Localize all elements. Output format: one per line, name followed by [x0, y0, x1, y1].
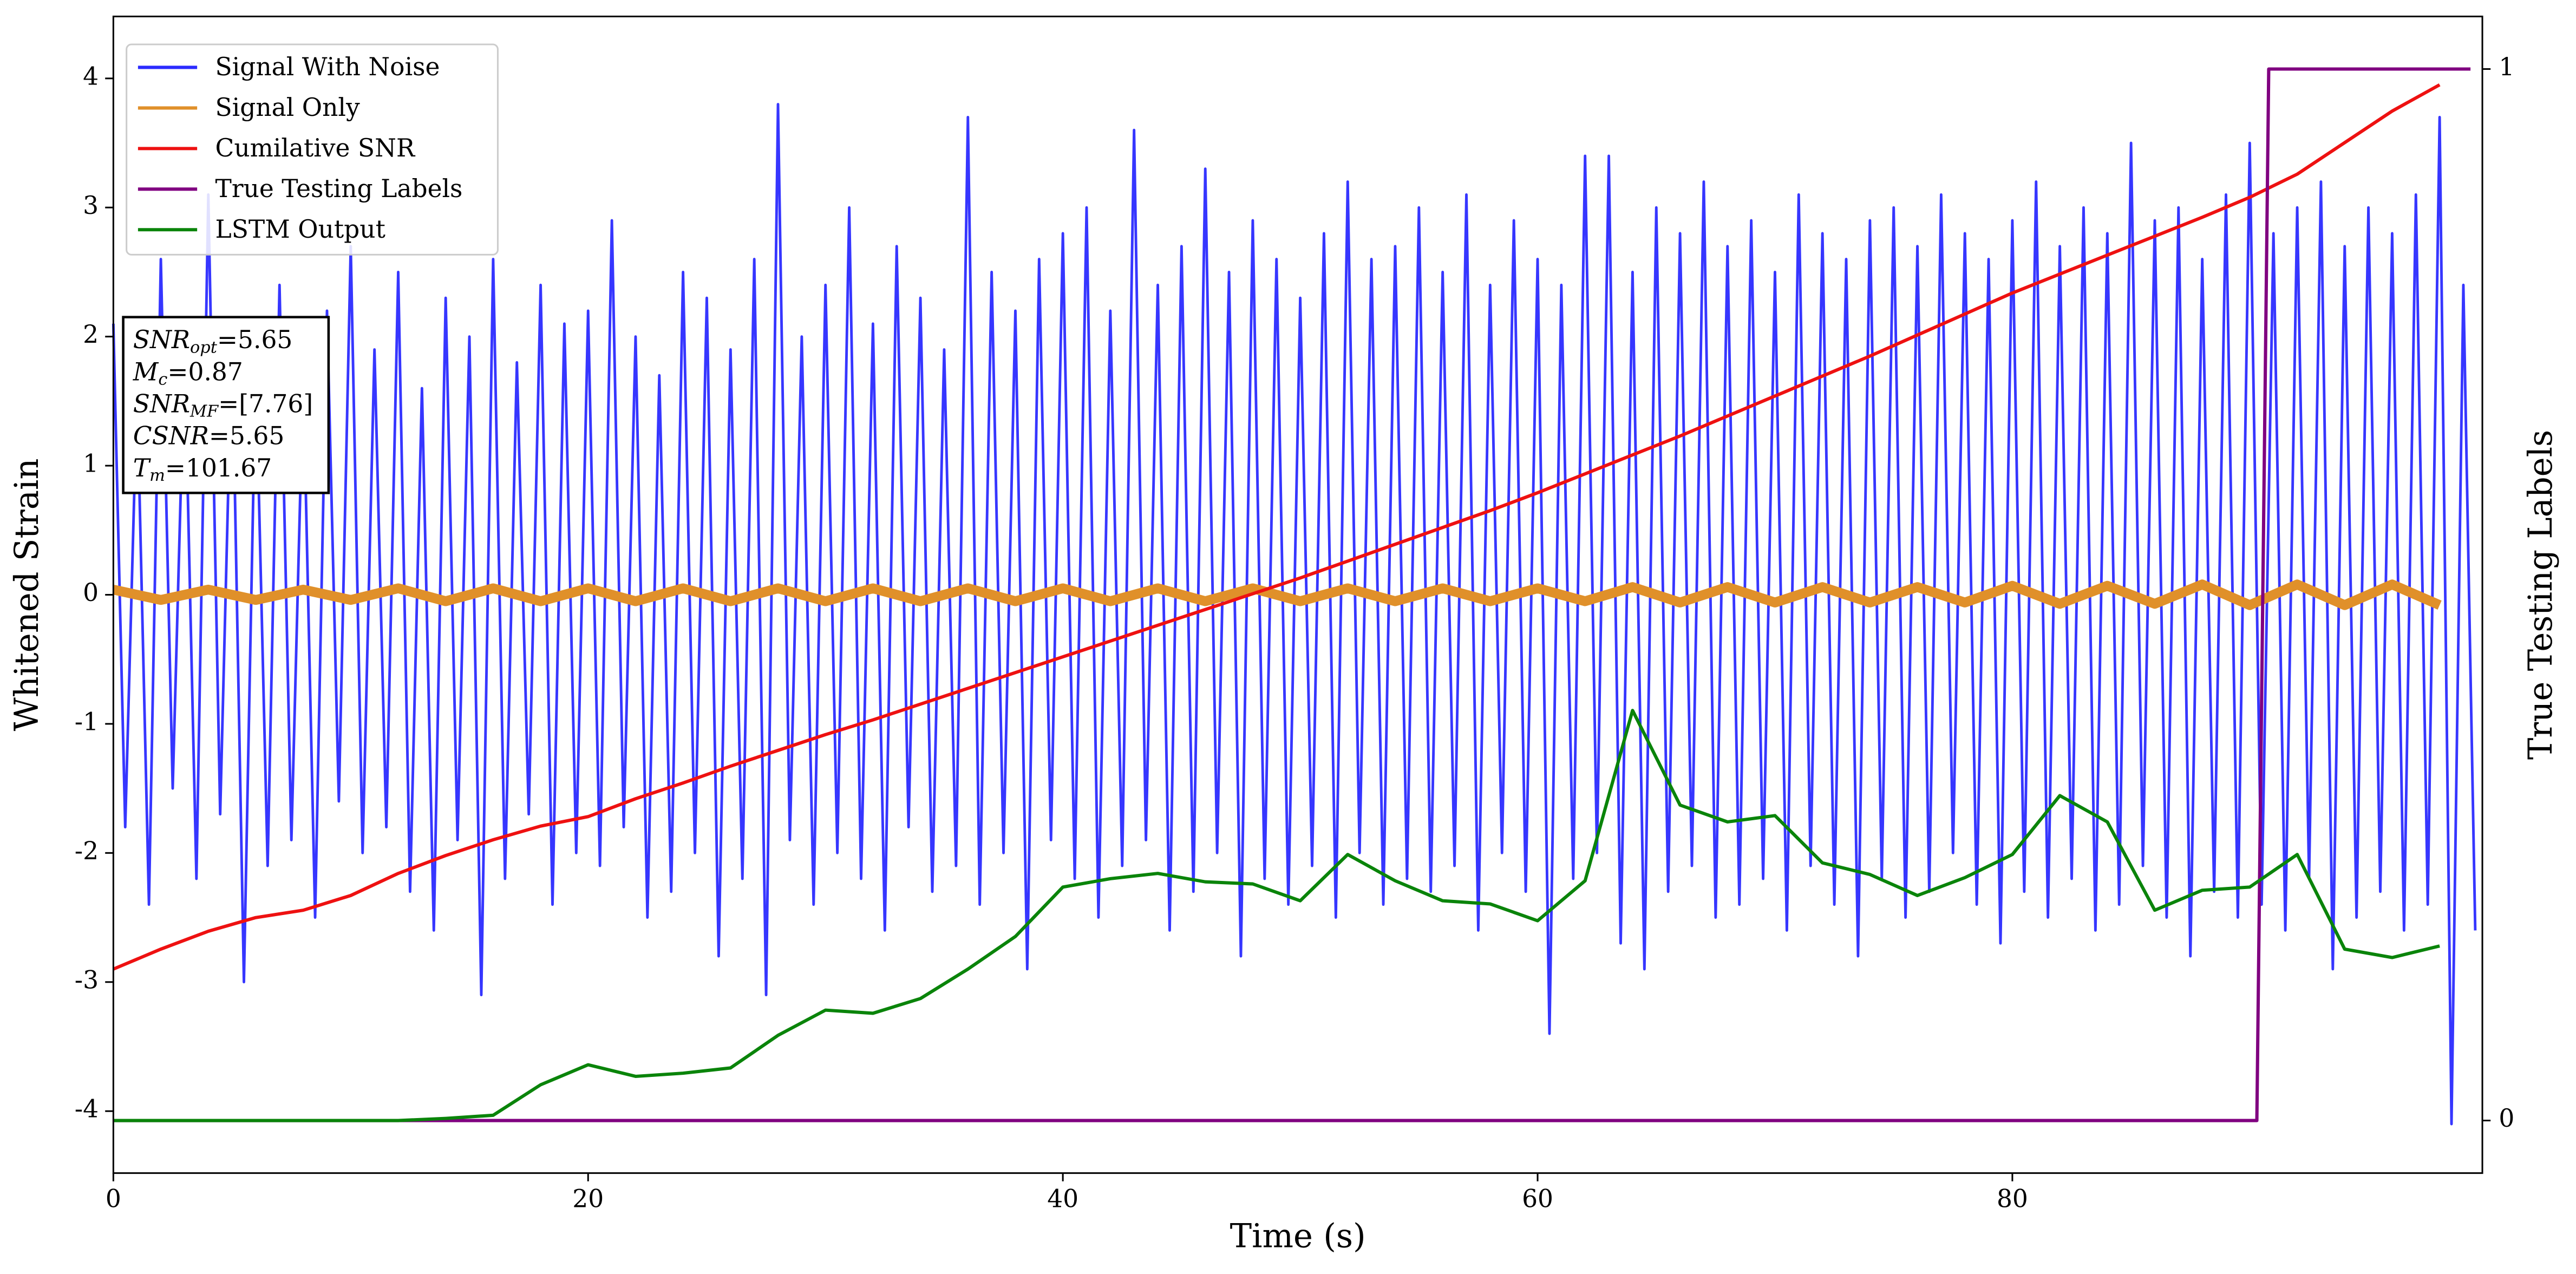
annotation-value: =0.87	[167, 357, 243, 386]
plot-area	[112, 67, 2477, 1126]
x-tick-label: 40	[1047, 1185, 1078, 1213]
y-tick-label: 0	[83, 578, 99, 607]
annotation-value: =5.65	[217, 325, 292, 354]
series-line	[113, 709, 2440, 1122]
x-tick-label: 20	[572, 1185, 604, 1213]
annotation-sub: opt	[190, 338, 218, 357]
annotation-base: M	[133, 357, 159, 386]
x-axis-label: Time (s)	[1230, 1218, 1366, 1256]
legend-label: Signal With Noise	[215, 53, 440, 81]
annotation-line: Mc=0.87	[133, 357, 243, 389]
annotation-base: CSNR	[133, 421, 209, 450]
annotation-base: T	[133, 453, 152, 482]
y-tick-label: 2	[83, 320, 99, 349]
series-line	[112, 103, 2477, 1126]
annotation-line: Tm=101.67	[133, 453, 272, 485]
y-tick-label: -1	[75, 707, 99, 736]
y-tick-label: -3	[75, 965, 99, 994]
y2-tick-label: 0	[2499, 1104, 2514, 1133]
y-tick-label: -4	[75, 1095, 99, 1123]
annotation-value: =101.67	[165, 453, 272, 482]
y2-axis-label: True Testing Labels	[2522, 430, 2560, 760]
legend-label: Cumilative SNR	[215, 134, 416, 162]
annotation-value: =5.65	[209, 421, 284, 450]
series-line	[112, 579, 2442, 610]
x-tick-label: 80	[1997, 1185, 2028, 1213]
y-axis-label: Whitened Strain	[8, 459, 46, 731]
annotation-sub: MF	[189, 402, 219, 421]
series-line	[113, 67, 2471, 1122]
y-tick-label: -2	[75, 837, 99, 865]
annotation-line: SNRopt=5.65	[133, 325, 293, 357]
series-line	[113, 83, 2441, 971]
y-tick-label: 1	[83, 449, 99, 478]
legend-label: LSTM Output	[215, 215, 385, 244]
y2-tick-label: 1	[2499, 53, 2514, 81]
annotation-sub: m	[149, 466, 165, 485]
legend: Signal With Noise Signal Only Cumilative S…	[126, 43, 499, 256]
annotation-frame	[122, 316, 330, 494]
annotation-box: SNRopt=5.65Mc=0.87SNRMF=[7.76]CSNR=5.65T…	[122, 316, 330, 494]
legend-label: True Testing Labels	[215, 174, 463, 203]
y-tick-label: 4	[83, 62, 99, 90]
y-tick-label: 3	[83, 191, 99, 220]
annotation-base: SNR	[133, 389, 190, 418]
x-tick-label: 0	[106, 1185, 121, 1213]
annotation-sub: c	[158, 370, 167, 389]
annotation-line: CSNR=5.65	[133, 421, 285, 450]
legend-label: Signal Only	[215, 93, 360, 122]
x-tick-label: 60	[1522, 1185, 1553, 1213]
annotation-line: SNRMF=[7.76]	[133, 389, 313, 421]
annotation-value: =[7.76]	[218, 389, 313, 418]
annotation-base: SNR	[133, 325, 190, 354]
legend-frame	[126, 43, 499, 256]
